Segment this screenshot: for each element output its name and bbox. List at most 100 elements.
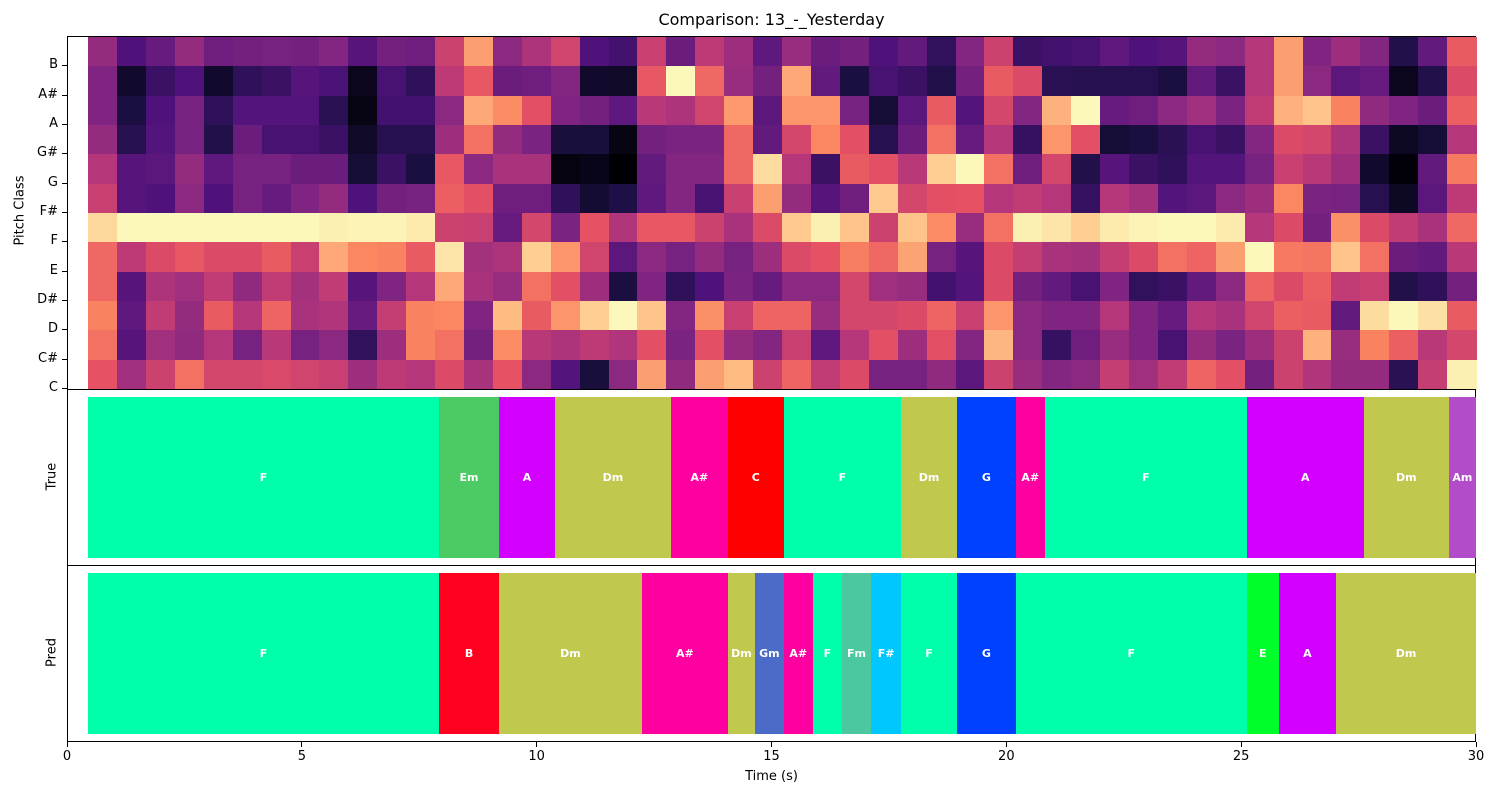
heatmap-cell [145,154,176,185]
heatmap-cell [1418,125,1448,155]
heatmap-cell [1273,95,1304,126]
chord-segment: Dm [727,573,756,734]
heatmap-cell [839,271,870,302]
heatmap-cell [1071,125,1101,155]
heatmap-cell [1071,359,1101,390]
heatmap-cell [897,301,928,331]
heatmap-cell [203,301,234,331]
heatmap-cell [88,301,118,331]
heatmap-cell [550,154,581,185]
heatmap-cell [1186,37,1217,67]
x-tick-label: 15 [763,749,780,764]
x-tick-label: 0 [62,749,72,764]
heatmap-cell [174,154,205,185]
heatmap-cell [753,301,783,331]
heatmap-cell [1273,271,1304,302]
heatmap-cell [435,37,465,67]
heatmap-cell [897,271,928,302]
heatmap-cell [1157,154,1188,185]
heatmap-cell [1331,242,1361,273]
heatmap-cell [753,359,783,390]
heatmap-cell [1360,95,1390,126]
heatmap-cell [666,271,696,302]
heatmap-cell [1244,213,1275,243]
heatmap-cell [984,213,1014,243]
heatmap-cell [695,213,725,243]
heatmap-cell [174,359,205,390]
heatmap-cell [1447,66,1477,97]
heatmap-cell [1042,125,1072,155]
heatmap-cell [492,37,523,67]
heatmap-cell [1447,37,1477,67]
heatmap-cell [1100,271,1130,302]
heatmap-cell [203,183,234,214]
heatmap-cell [695,330,725,361]
heatmap-cell [145,271,176,302]
heatmap-cell [1042,213,1072,243]
heatmap-cell [1447,213,1477,243]
heatmap-cell [1100,95,1130,126]
heatmap-cell [117,183,147,214]
heatmap-cell [579,125,610,155]
heatmap-cell [724,37,754,67]
heatmap-cell [319,154,349,185]
heatmap-cell [521,183,552,214]
heatmap-cell [521,330,552,361]
heatmap-cell [1129,213,1159,243]
heatmap-cell [753,183,783,214]
heatmap-cell [174,66,205,97]
heatmap-cell [608,301,639,331]
heatmap-cell [1418,242,1448,273]
true-chord-track: F Em A Dm A# C F Dm G A# F A Dm Am [67,389,1476,566]
heatmap-cell [1447,154,1477,185]
y-tick-label: D# [37,292,58,307]
heatmap-cell [290,125,321,155]
chord-segment: F# [871,573,902,734]
heatmap-cell [1071,183,1101,214]
heatmap-cell [1447,242,1477,273]
chord-segment: E [1246,573,1279,734]
heatmap-cell [174,183,205,214]
heatmap-cell [290,213,321,243]
heatmap-cell [492,154,523,185]
heatmap-cell [348,301,378,331]
heatmap-cell [1129,154,1159,185]
heatmap-cell [839,183,870,214]
heatmap-cell [145,183,176,214]
chord-segment: G [957,573,1016,734]
heatmap-cell [232,95,263,126]
heatmap-cell [1100,301,1130,331]
heatmap-cell [492,271,523,302]
heatmap-cell [1389,125,1419,155]
heatmap-cell [1186,242,1217,273]
heatmap-cell [261,301,292,331]
heatmap-cell [492,213,523,243]
heatmap-cell [1273,359,1304,390]
heatmap-cell [724,95,754,126]
heatmap-cell [1215,330,1246,361]
heatmap-cell [926,183,957,214]
heatmap-cell [406,271,436,302]
heatmap-cell [174,37,205,67]
heatmap-cell [695,271,725,302]
heatmap-cell [117,95,147,126]
heatmap-cell [435,183,465,214]
heatmap-cell [550,125,581,155]
heatmap-cell [1215,95,1246,126]
heatmap-cell [1215,66,1246,97]
heatmap-cell [117,359,147,390]
heatmap-cell [1389,95,1419,126]
heatmap-cell [1244,242,1275,273]
heatmap-cell [1071,301,1101,331]
heatmap-cell [1447,125,1477,155]
heatmap-cell [1244,125,1275,155]
heatmap-cell [377,125,407,155]
heatmap-cell [117,154,147,185]
heatmap-cell [88,66,118,97]
heatmap-cell [1418,154,1448,185]
y-tick-mark [62,270,67,272]
heatmap-cell [1100,154,1130,185]
heatmap-cell [637,125,667,155]
heatmap-cell [1186,359,1217,390]
heatmap-cell [579,37,610,67]
